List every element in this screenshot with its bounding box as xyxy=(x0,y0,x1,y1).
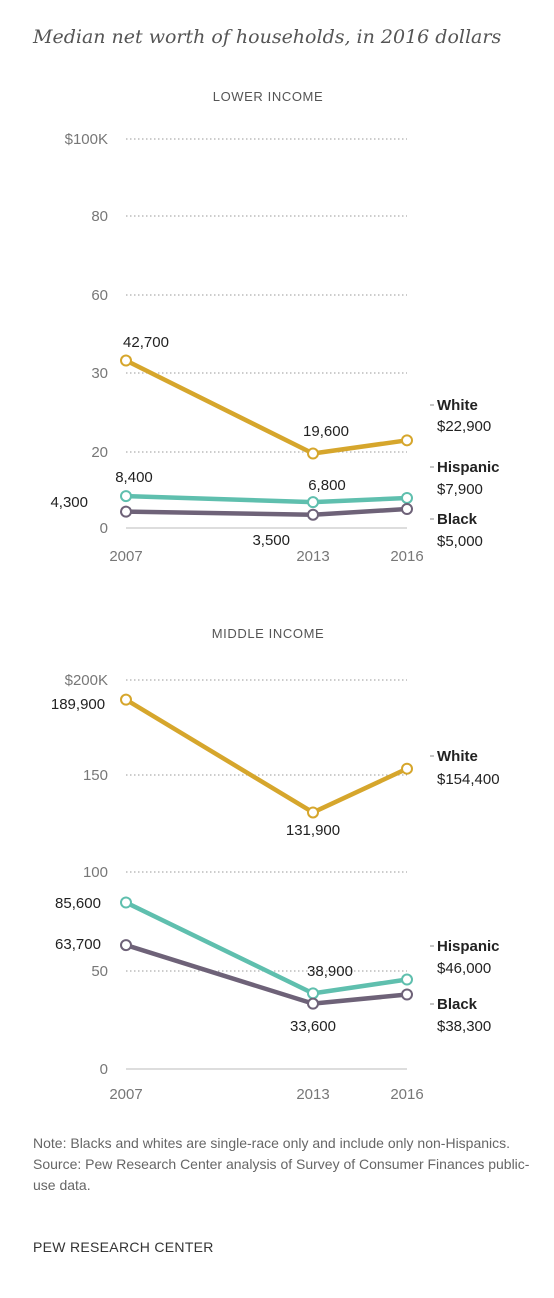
data-point-white xyxy=(401,434,413,447)
data-point-hispanic xyxy=(120,490,132,503)
data-point-black xyxy=(120,939,132,952)
y-tick-label: 30 xyxy=(91,365,108,382)
y-tick-label: 100 xyxy=(83,864,108,881)
data-label: 131,900 xyxy=(286,822,340,839)
data-label: 3,500 xyxy=(252,532,290,549)
x-tick-label: 2007 xyxy=(109,548,142,565)
data-point-white xyxy=(307,806,319,819)
data-point-white xyxy=(120,693,132,706)
series-name-label: Hispanic xyxy=(437,459,500,476)
source-text: Source: Pew Research Center analysis of … xyxy=(33,1156,530,1193)
series-end-value: $46,000 xyxy=(437,960,491,977)
series-name-label: Hispanic xyxy=(437,938,500,955)
data-label: 33,600 xyxy=(290,1018,336,1035)
series-end-value: $5,000 xyxy=(437,533,483,550)
series-end-value: $7,900 xyxy=(437,481,483,498)
y-tick-label: $100K xyxy=(65,131,108,148)
series-end-value: $38,300 xyxy=(437,1018,491,1035)
y-tick-label: $200K xyxy=(65,672,108,689)
data-point-black xyxy=(120,505,132,518)
x-tick-label: 2013 xyxy=(296,1086,329,1103)
series-line-black xyxy=(125,942,408,1006)
y-tick-label: 0 xyxy=(100,1061,108,1078)
series-line-white xyxy=(124,358,408,456)
panel-title: MIDDLE INCOME xyxy=(212,626,325,641)
series-line-hispanic xyxy=(125,900,408,996)
y-tick-label: 0 xyxy=(100,520,108,537)
data-point-hispanic xyxy=(307,987,319,1000)
x-tick-label: 2016 xyxy=(390,548,423,565)
data-point-white xyxy=(401,762,413,775)
data-point-hispanic xyxy=(401,973,413,986)
y-tick-label: 150 xyxy=(83,767,108,784)
data-label: 8,400 xyxy=(115,469,153,486)
note-text: Note: Blacks and whites are single-race … xyxy=(33,1135,511,1151)
notes-block: Note: Blacks and whites are single-race … xyxy=(33,1133,533,1196)
data-point-black xyxy=(401,988,413,1001)
data-point-hispanic xyxy=(401,491,413,504)
series-line-black xyxy=(125,506,408,517)
data-label: 85,600 xyxy=(55,895,101,912)
data-label: 4,300 xyxy=(50,494,88,511)
data-point-black xyxy=(307,997,319,1010)
data-point-black xyxy=(307,508,319,521)
data-point-black xyxy=(401,503,413,515)
y-tick-label: 20 xyxy=(91,444,108,461)
x-tick-label: 2013 xyxy=(296,548,329,565)
data-point-hispanic xyxy=(120,896,132,909)
data-label: 42,700 xyxy=(123,334,169,351)
y-tick-label: 80 xyxy=(91,208,108,225)
panel-title: LOWER INCOME xyxy=(213,89,323,104)
data-point-white xyxy=(120,354,132,367)
data-label: 38,900 xyxy=(307,963,353,980)
x-tick-label: 2016 xyxy=(390,1086,423,1103)
series-name-label: Black xyxy=(437,996,478,1013)
data-label: 6,800 xyxy=(308,477,346,494)
series-name-label: White xyxy=(437,397,478,414)
data-point-white xyxy=(307,447,319,460)
org-credit: PEW RESEARCH CENTER xyxy=(33,1239,214,1255)
y-tick-label: 60 xyxy=(91,287,108,304)
series-name-label: Black xyxy=(437,511,478,528)
series-line-hispanic xyxy=(125,493,408,505)
data-label: 63,700 xyxy=(55,936,101,953)
y-tick-label: 50 xyxy=(91,963,108,980)
data-label: 189,900 xyxy=(51,696,105,713)
data-label: 19,600 xyxy=(303,423,349,440)
series-end-value: $154,400 xyxy=(437,771,500,788)
series-end-value: $22,900 xyxy=(437,418,491,435)
series-name-label: White xyxy=(437,748,478,765)
series-line-white xyxy=(124,697,408,815)
data-point-hispanic xyxy=(307,496,319,509)
chart-subtitle: Median net worth of households, in 2016 … xyxy=(33,26,502,48)
x-tick-label: 2007 xyxy=(109,1086,142,1103)
